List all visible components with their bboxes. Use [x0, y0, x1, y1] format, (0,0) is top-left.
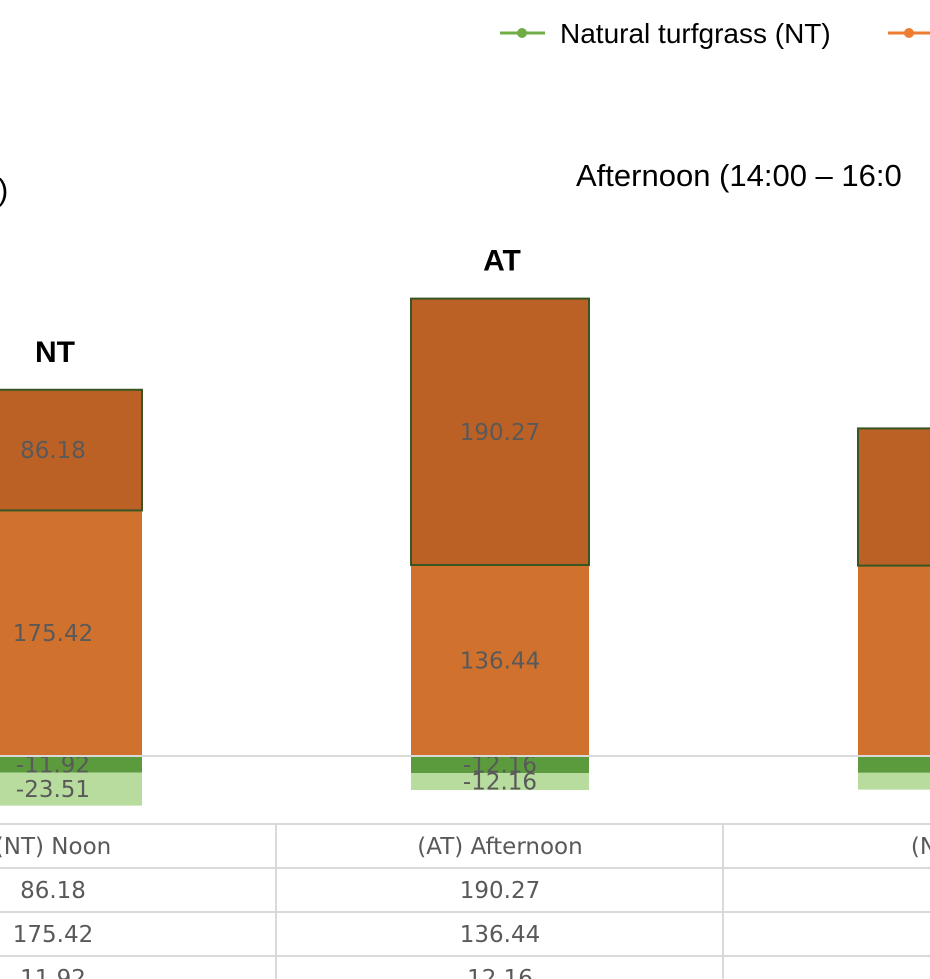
legend-nt-label: Natural turfgrass (NT): [560, 18, 831, 49]
bar-value-label: 175.42: [13, 621, 93, 647]
bar-segment: [0, 772, 142, 806]
column-label: AT: [483, 245, 521, 278]
period-title-afternoon: Afternoon (14:00 – 16:0: [576, 158, 902, 193]
bar-segment: [858, 772, 930, 790]
bar-segment: [411, 773, 589, 791]
bar-value-label: 86.18: [20, 438, 86, 464]
table-cell: 190.27: [460, 878, 540, 904]
column-label: NT: [35, 336, 75, 369]
table-cell: 12.16: [467, 966, 533, 979]
legend-nt-marker: [517, 28, 527, 38]
bar-segment: [411, 756, 589, 774]
bar-segment: [857, 427, 930, 567]
bar-value-label: -12.16: [463, 770, 537, 796]
bar-segment: [0, 388, 143, 512]
bar-segment: [411, 564, 589, 756]
bar-segment: [410, 297, 590, 566]
table-cell: 11.92: [20, 966, 86, 979]
bar-segment: [858, 756, 930, 773]
bar-segment: [858, 565, 930, 756]
table-cell: 136.44: [460, 922, 540, 948]
bar-value-label: 136.44: [460, 648, 540, 674]
table-cell: 86.18: [20, 878, 86, 904]
table-header-cell: (NT) A: [911, 834, 930, 860]
table-header-cell: (NT) Noon: [0, 834, 111, 860]
data-table: (NT) Noon (AT) Afternoon (NT) A 86.18 190.27…: [0, 823, 930, 979]
bar-value-label: -23.51: [16, 777, 90, 803]
legend-at-marker: [904, 28, 914, 38]
period-title-noon: ): [0, 172, 8, 207]
bar-value-label: 190.27: [460, 420, 540, 446]
bars: -11.92-23.51175.4286.18NT-12.16-12.16136…: [0, 245, 930, 806]
table-header-cell: (AT) Afternoon: [417, 834, 582, 860]
table-cell: 175.42: [13, 922, 93, 948]
bar-segment: [0, 756, 142, 773]
bar-segment: [0, 510, 142, 756]
